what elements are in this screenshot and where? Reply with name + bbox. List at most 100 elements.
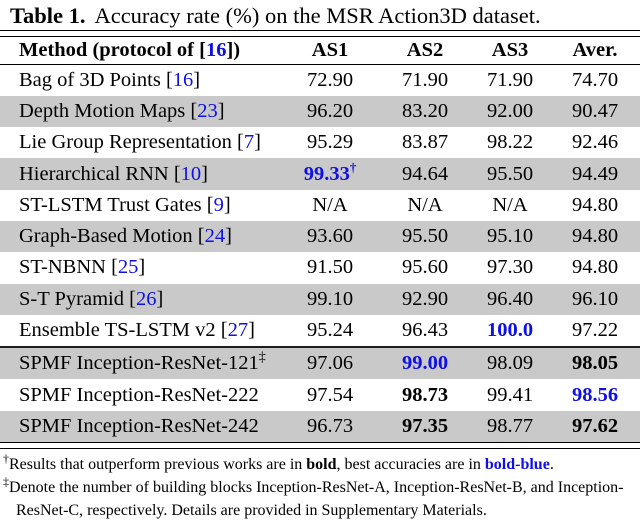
method-cell: Bag of 3D Points [16] <box>19 68 201 91</box>
method-name: Bag of 3D Points <box>19 68 161 91</box>
value-cell: 98.73 <box>401 383 449 406</box>
value-cell: 99.33† <box>303 159 357 185</box>
citation-ref[interactable]: 16 <box>205 38 227 61</box>
citation-ref[interactable]: 7 <box>243 131 255 154</box>
table-row: Hierarchical RNN [10] 99.33† 94.64 95.50… <box>0 158 640 190</box>
table-row: SPMF Inception-ResNet-222 97.54 98.73 99… <box>0 379 640 410</box>
value-cell: 100.0 <box>486 319 534 342</box>
value-cell: 83.87 <box>401 131 449 154</box>
method-name: Ensemble TS-LSTM v2 <box>19 319 216 342</box>
value-cell: 90.47 <box>571 99 619 122</box>
value-cell: 94.80 <box>571 225 619 248</box>
citation-ref[interactable]: 27 <box>227 319 249 342</box>
value-cell: 97.30 <box>486 256 534 279</box>
value-cell: 91.50 <box>306 256 354 279</box>
footnotes: †Results that outperform previous works … <box>0 449 640 522</box>
top-double-rule <box>0 30 640 37</box>
table-row: S-T Pyramid [26] 99.10 92.90 96.40 96.10 <box>0 283 640 315</box>
footnote-double-dagger: ‡Denote the number of building blocks In… <box>3 474 624 519</box>
value-cell: 97.22 <box>571 319 619 342</box>
bottom-double-rule <box>0 442 640 449</box>
citation-ref[interactable]: 9 <box>213 193 224 216</box>
value-cell: 99.10 <box>306 287 354 310</box>
citation-ref[interactable]: 26 <box>135 287 157 310</box>
method-cell: Hierarchical RNN [10] <box>19 162 208 185</box>
value-cell: 71.90 <box>401 68 449 91</box>
value-cell: 95.24 <box>306 319 354 342</box>
header-as3: AS3 <box>470 36 550 65</box>
value-cell: 96.40 <box>486 287 534 310</box>
method-name: S-T Pyramid <box>19 287 124 310</box>
footnote-dagger: †Results that outperform previous works … <box>3 451 554 473</box>
table-row: Graph-Based Motion [24] 93.60 95.50 95.1… <box>0 220 640 253</box>
value-cell: 98.56 <box>571 383 619 406</box>
table-row: Depth Motion Maps [23] 96.20 83.20 92.00… <box>0 95 640 128</box>
citation-ref[interactable]: 25 <box>117 256 139 279</box>
results-table: Method (protocol of [16]) AS1 AS2 AS3 Av… <box>0 36 640 443</box>
value-cell: 96.73 <box>306 414 354 437</box>
value-cell: 92.00 <box>486 99 534 122</box>
header-row: Method (protocol of [16]) AS1 AS2 AS3 Av… <box>0 36 640 65</box>
citation-ref[interactable]: 16 <box>172 68 194 91</box>
value-cell: 92.90 <box>401 287 449 310</box>
table-row: SPMF Inception-ResNet-121‡ 97.06 99.00 9… <box>0 346 640 380</box>
value-cell: N/A <box>407 193 443 216</box>
value-cell: 74.70 <box>571 68 619 91</box>
method-cell: ST-LSTM Trust Gates [9] <box>19 193 231 216</box>
citation-ref[interactable]: 24 <box>204 225 226 248</box>
method-name: Lie Group Representation <box>19 131 232 154</box>
value-cell: 96.10 <box>571 287 619 310</box>
value-cell: 95.29 <box>306 131 354 154</box>
bold-blue-word: bold-blue <box>484 455 550 473</box>
value-cell: 96.43 <box>401 319 449 342</box>
table-row: SPMF Inception-ResNet-242 96.73 97.35 98… <box>0 410 640 443</box>
method-name: ST-LSTM Trust Gates <box>19 193 202 216</box>
value-cell: 94.80 <box>571 193 619 216</box>
method-cell: S-T Pyramid [26] <box>19 287 164 310</box>
value-cell: 72.90 <box>306 68 354 91</box>
method-name: SPMF Inception-ResNet-222 <box>19 383 259 406</box>
method-cell: Lie Group Representation [7] <box>19 131 261 154</box>
method-cell: ST-NBNN [25] <box>19 256 146 279</box>
table-caption-text: Accuracy rate (%) on the MSR Action3D da… <box>94 3 541 28</box>
header-method: Method (protocol of [16]) <box>0 36 280 65</box>
value-cell: 98.09 <box>470 346 550 380</box>
value-cell: 71.90 <box>486 68 534 91</box>
method-cell: SPMF Inception-ResNet-242 <box>0 411 280 442</box>
value-cell: 97.54 <box>306 383 354 406</box>
table-caption-label: Table 1. <box>10 3 86 28</box>
method-name: Graph-Based Motion <box>19 225 193 248</box>
citation-ref[interactable]: 23 <box>197 99 218 122</box>
value-cell: 92.46 <box>571 131 619 154</box>
table-row: ST-NBNN [25] 91.50 95.60 97.30 94.80 <box>0 252 640 283</box>
value-cell: 99.00 <box>380 346 470 380</box>
value-cell: 97.62 <box>571 414 619 437</box>
table-row: Lie Group Representation [7] 95.29 83.87… <box>0 127 640 158</box>
value-cell: 97.35 <box>401 414 449 437</box>
dagger-mark: † <box>3 451 9 466</box>
value-cell: 95.50 <box>401 225 449 248</box>
double-dagger-mark: ‡ <box>3 474 9 489</box>
header-as1: AS1 <box>280 36 380 65</box>
table-caption: Table 1. Accuracy rate (%) on the MSR Act… <box>0 0 640 30</box>
value-cell: 95.50 <box>486 162 534 185</box>
citation-ref[interactable]: 10 <box>180 162 202 185</box>
value-cell: 94.64 <box>401 162 449 185</box>
value-cell: 97.06 <box>280 346 380 380</box>
table-row: Bag of 3D Points [16] 72.90 71.90 71.90 … <box>0 64 640 96</box>
value-cell: 93.60 <box>306 225 354 248</box>
value-cell: 98.77 <box>486 414 534 437</box>
table-row: ST-LSTM Trust Gates [9] N/A N/A N/A 94.8… <box>0 190 640 221</box>
method-cell: Graph-Based Motion [24] <box>19 225 232 248</box>
table-header: Method (protocol of [16]) AS1 AS2 AS3 Av… <box>0 36 640 65</box>
header-as2: AS2 <box>380 36 470 65</box>
method-name: Hierarchical RNN <box>19 162 169 185</box>
value-cell: 96.20 <box>306 99 354 122</box>
method-name: ST-NBNN <box>19 256 106 279</box>
value-cell: 94.80 <box>571 256 619 279</box>
method-cell: SPMF Inception-ResNet-121‡ <box>0 346 280 380</box>
value-cell: 95.60 <box>401 256 449 279</box>
method-name: SPMF Inception-ResNet-242 <box>19 414 259 437</box>
value-cell: 95.10 <box>486 225 534 248</box>
value-cell: 83.20 <box>401 99 449 122</box>
